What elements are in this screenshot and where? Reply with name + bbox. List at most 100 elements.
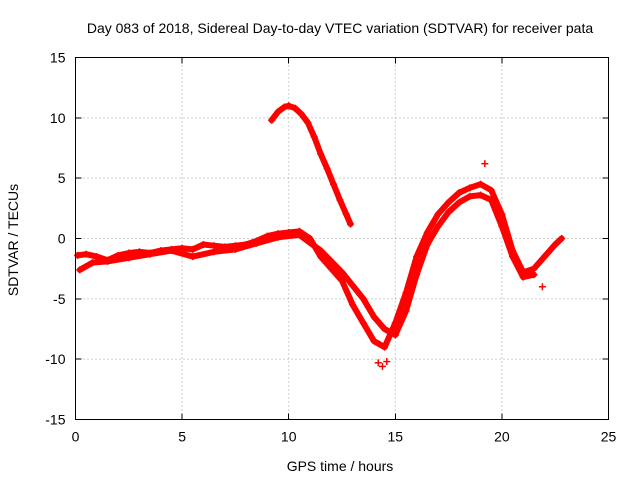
data-point bbox=[551, 241, 559, 249]
data-point bbox=[349, 301, 357, 309]
data-point bbox=[93, 253, 101, 261]
data-point bbox=[146, 250, 154, 258]
data-point bbox=[189, 253, 197, 261]
data-point bbox=[381, 343, 389, 351]
data-point bbox=[383, 358, 391, 366]
data-point bbox=[530, 265, 538, 273]
data-point bbox=[498, 222, 506, 230]
data-point bbox=[291, 104, 299, 112]
data-point bbox=[231, 245, 239, 253]
data-point bbox=[538, 283, 546, 291]
data-point bbox=[487, 186, 495, 194]
y-tick-label: 5 bbox=[58, 170, 66, 186]
series-upper-arc bbox=[268, 102, 355, 228]
data-point bbox=[336, 196, 344, 204]
data-point bbox=[268, 116, 276, 124]
data-point bbox=[347, 220, 355, 228]
series-outliers bbox=[374, 160, 546, 370]
grid-lines bbox=[75, 57, 609, 420]
data-point bbox=[89, 259, 97, 267]
data-point bbox=[285, 102, 293, 110]
data-point bbox=[445, 198, 453, 206]
x-tick-label: 5 bbox=[178, 429, 186, 445]
data-point bbox=[338, 268, 346, 276]
data-point bbox=[466, 184, 474, 192]
chart-title: Day 083 of 2018, Sidereal Day-to-day VTE… bbox=[87, 20, 594, 36]
data-point bbox=[280, 103, 288, 111]
data-point bbox=[434, 222, 442, 230]
data-point bbox=[481, 160, 489, 168]
data-point bbox=[519, 273, 527, 281]
data-point bbox=[402, 307, 410, 315]
data-point bbox=[295, 231, 303, 239]
data-point bbox=[125, 254, 133, 262]
data-point bbox=[189, 245, 197, 253]
data-point bbox=[274, 108, 282, 116]
data-point bbox=[323, 165, 331, 173]
data-point bbox=[317, 247, 325, 255]
data-point bbox=[530, 271, 538, 279]
y-tick-label: 10 bbox=[50, 110, 66, 126]
data-point bbox=[391, 331, 399, 339]
y-tick-label: 15 bbox=[50, 50, 66, 66]
data-point bbox=[359, 319, 367, 327]
data-point bbox=[477, 191, 485, 199]
data-point bbox=[317, 150, 325, 158]
data-point bbox=[455, 198, 463, 206]
data-point bbox=[509, 253, 517, 261]
data-point bbox=[342, 210, 350, 218]
data-point bbox=[359, 295, 367, 303]
data-point bbox=[304, 119, 312, 127]
data-point bbox=[413, 253, 421, 261]
series-line bbox=[268, 102, 354, 227]
series-line bbox=[76, 192, 537, 338]
y-tick-label: 0 bbox=[58, 231, 66, 247]
data-point bbox=[329, 180, 337, 188]
data-point bbox=[379, 362, 387, 370]
data-point bbox=[199, 241, 207, 249]
data-point bbox=[423, 241, 431, 249]
data-point bbox=[167, 247, 175, 255]
x-tick-label: 15 bbox=[388, 429, 404, 445]
data-point bbox=[210, 242, 218, 250]
data-point bbox=[82, 250, 90, 258]
series-secondary-track bbox=[76, 191, 538, 339]
series-line bbox=[74, 181, 565, 351]
data-point bbox=[253, 239, 261, 247]
data-point bbox=[541, 253, 549, 261]
data-point bbox=[274, 233, 282, 241]
data-point bbox=[210, 248, 218, 256]
data-point bbox=[103, 257, 111, 265]
x-axis-label: GPS time / hours bbox=[287, 458, 394, 474]
y-tick-label: -10 bbox=[45, 351, 65, 367]
data-point bbox=[445, 208, 453, 216]
data-point bbox=[297, 110, 305, 118]
axis-ticks: 0 5 10 15 20 25 -15 -10 -5 0 5 10 15 bbox=[45, 50, 616, 445]
data-point bbox=[370, 337, 378, 345]
data-point bbox=[338, 277, 346, 285]
x-tick-label: 20 bbox=[494, 429, 510, 445]
data-point bbox=[487, 196, 495, 204]
data-point bbox=[413, 271, 421, 279]
data-point bbox=[76, 266, 84, 274]
data-point bbox=[466, 192, 474, 200]
x-tick-label: 10 bbox=[281, 429, 297, 445]
data-point bbox=[434, 210, 442, 218]
x-tick-label: 25 bbox=[601, 429, 617, 445]
data-point bbox=[327, 265, 335, 273]
plot-frame bbox=[75, 57, 609, 420]
data-point bbox=[558, 235, 566, 242]
data-point bbox=[310, 133, 318, 141]
y-tick-label: -5 bbox=[53, 291, 66, 307]
data-point bbox=[374, 359, 382, 367]
x-tick-label: 0 bbox=[72, 429, 80, 445]
data-point bbox=[423, 228, 431, 236]
data-point bbox=[370, 313, 378, 321]
data-point bbox=[455, 189, 463, 197]
data-point bbox=[477, 180, 485, 188]
data-point bbox=[381, 325, 389, 333]
y-axis-label: SDTVAR / TECUs bbox=[5, 184, 21, 296]
y-tick-label: -15 bbox=[45, 412, 65, 428]
data-points bbox=[74, 102, 566, 370]
